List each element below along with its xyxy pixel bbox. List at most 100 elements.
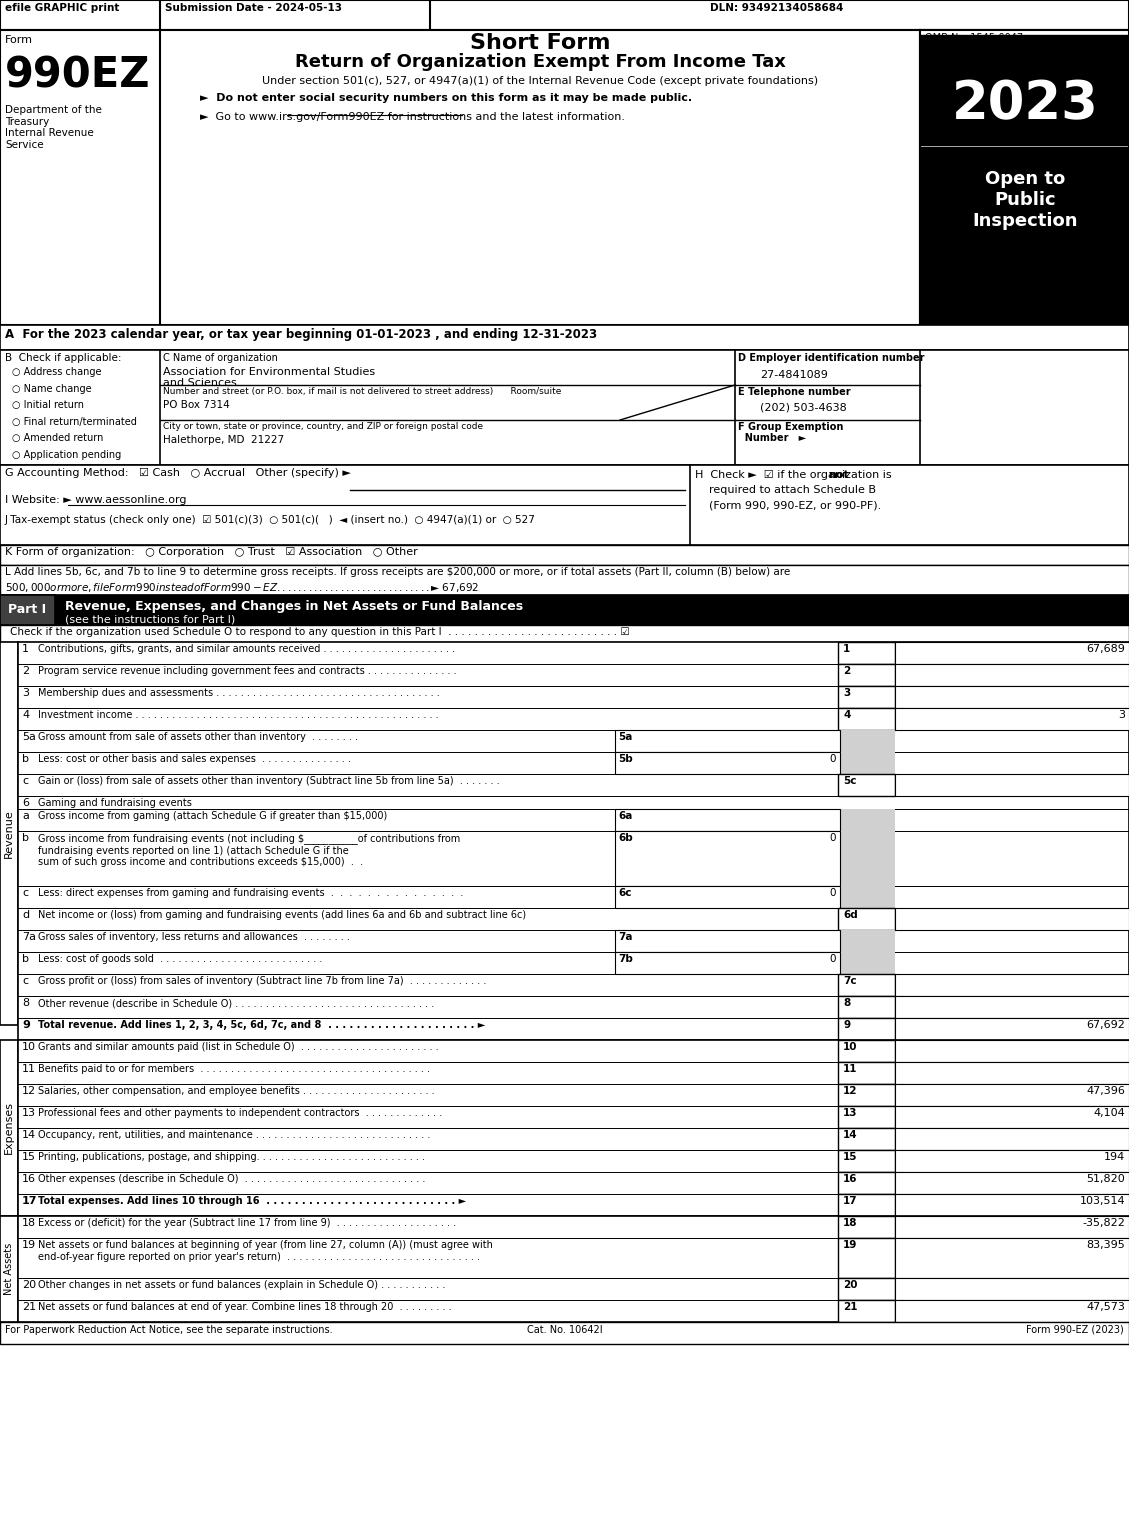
- Text: Expenses: Expenses: [5, 1101, 14, 1154]
- Text: ○ Address change: ○ Address change: [12, 368, 102, 377]
- Text: Other changes in net assets or fund balances (explain in Schedule O) . . . . . .: Other changes in net assets or fund bala…: [38, 1279, 445, 1290]
- Text: Net assets or fund balances at beginning of year (from line 27, column (A)) (mus: Net assets or fund balances at beginning…: [38, 1240, 493, 1261]
- Text: 11: 11: [21, 1064, 36, 1074]
- Bar: [838, 1040, 895, 1061]
- Bar: [838, 907, 895, 930]
- Text: 12: 12: [843, 1086, 858, 1096]
- Text: (see the instructions for Part I): (see the instructions for Part I): [65, 615, 235, 625]
- Text: Gain or (loss) from sale of assets other than inventory (Subtract line 5b from l: Gain or (loss) from sale of assets other…: [38, 776, 500, 785]
- Bar: [838, 708, 895, 730]
- Text: Gross sales of inventory, less returns and allowances  . . . . . . . .: Gross sales of inventory, less returns a…: [38, 932, 350, 942]
- Text: 1: 1: [21, 644, 29, 654]
- Bar: [920, 30, 1129, 325]
- Bar: [838, 775, 895, 796]
- Text: D Employer identification number: D Employer identification number: [738, 352, 925, 363]
- Text: Form 990-EZ (2023): Form 990-EZ (2023): [1026, 1325, 1124, 1334]
- Bar: [838, 1084, 895, 1106]
- Text: 11: 11: [843, 1064, 858, 1074]
- Text: Excess or (deficit) for the year (Subtract line 17 from line 9)  . . . . . . . .: Excess or (deficit) for the year (Subtra…: [38, 1218, 456, 1228]
- Bar: [895, 642, 1129, 663]
- Text: b: b: [21, 833, 29, 843]
- Text: B  Check if applicable:: B Check if applicable:: [5, 352, 122, 363]
- Bar: [895, 1106, 1129, 1128]
- Bar: [838, 907, 895, 930]
- Bar: [895, 1238, 1129, 1278]
- Text: C Name of organization: C Name of organization: [163, 352, 278, 363]
- Bar: [615, 808, 840, 831]
- Text: City or town, state or province, country, and ZIP or foreign postal code: City or town, state or province, country…: [163, 422, 483, 432]
- Text: c: c: [21, 976, 28, 987]
- Text: Occupancy, rent, utilities, and maintenance . . . . . . . . . . . . . . . . . . : Occupancy, rent, utilities, and maintena…: [38, 1130, 430, 1141]
- Bar: [615, 886, 840, 907]
- Text: Other revenue (describe in Schedule O) . . . . . . . . . . . . . . . . . . . . .: Other revenue (describe in Schedule O) .…: [38, 997, 435, 1008]
- Text: 16: 16: [21, 1174, 36, 1183]
- Text: G Accounting Method:   ☑ Cash   ○ Accrual   Other (specify) ►: G Accounting Method: ☑ Cash ○ Accrual Ot…: [5, 468, 351, 477]
- Bar: [838, 1061, 895, 1084]
- Text: 67,692: 67,692: [1086, 1020, 1124, 1029]
- Text: 990EZ: 990EZ: [5, 55, 150, 98]
- Text: 19: 19: [843, 1240, 857, 1250]
- Bar: [895, 1278, 1129, 1299]
- Bar: [615, 752, 840, 775]
- Bar: [18, 1040, 1129, 1215]
- Text: 47,396: 47,396: [1086, 1086, 1124, 1096]
- Text: 20: 20: [843, 1279, 858, 1290]
- Text: E Telephone number: E Telephone number: [738, 387, 850, 397]
- Bar: [0, 625, 1129, 642]
- Bar: [838, 886, 895, 907]
- Text: 2023: 2023: [952, 78, 1099, 130]
- Text: 0: 0: [830, 888, 835, 898]
- Text: Submission Date - 2024-05-13: Submission Date - 2024-05-13: [165, 3, 342, 14]
- Text: Professional fees and other payments to independent contractors  . . . . . . . .: Professional fees and other payments to …: [38, 1109, 443, 1118]
- Text: 6a: 6a: [618, 811, 632, 820]
- Bar: [838, 752, 895, 775]
- Text: $500,000 or more, file Form 990 instead of Form 990-EZ . . . . . . . . . . . . .: $500,000 or more, file Form 990 instead …: [5, 581, 479, 595]
- Text: required to attach Schedule B: required to attach Schedule B: [695, 485, 876, 496]
- Bar: [895, 1299, 1129, 1322]
- Bar: [895, 663, 1129, 686]
- Bar: [838, 1173, 895, 1194]
- Text: Under section 501(c), 527, or 4947(a)(1) of the Internal Revenue Code (except pr: Under section 501(c), 527, or 4947(a)(1)…: [262, 76, 819, 85]
- Text: 21: 21: [21, 1302, 36, 1312]
- Text: 12: 12: [21, 1086, 36, 1096]
- Bar: [895, 1150, 1129, 1173]
- Text: -35,822: -35,822: [1082, 1218, 1124, 1228]
- Text: 103,514: 103,514: [1079, 1196, 1124, 1206]
- Text: Contributions, gifts, grants, and similar amounts received . . . . . . . . . . .: Contributions, gifts, grants, and simila…: [38, 644, 455, 654]
- Text: not: not: [828, 470, 849, 480]
- Text: ○ Amended return: ○ Amended return: [12, 433, 104, 442]
- Bar: [838, 808, 895, 831]
- Text: 13: 13: [21, 1109, 36, 1118]
- Bar: [18, 642, 1129, 1040]
- Text: 5b: 5b: [618, 753, 632, 764]
- Bar: [920, 35, 1129, 145]
- Bar: [895, 1084, 1129, 1106]
- Text: ○ Name change: ○ Name change: [12, 383, 91, 393]
- Text: c: c: [21, 776, 28, 785]
- Text: 3: 3: [21, 688, 29, 698]
- Text: 7b: 7b: [618, 955, 633, 964]
- Text: 9: 9: [21, 1020, 29, 1029]
- Text: 8: 8: [21, 997, 29, 1008]
- Text: 47,573: 47,573: [1086, 1302, 1124, 1312]
- Bar: [838, 663, 895, 686]
- Text: Less: cost of goods sold  . . . . . . . . . . . . . . . . . . . . . . . . . . .: Less: cost of goods sold . . . . . . . .…: [38, 955, 323, 964]
- Bar: [0, 465, 1129, 544]
- Text: d: d: [21, 910, 29, 920]
- Text: Form: Form: [5, 35, 33, 46]
- Bar: [895, 1128, 1129, 1150]
- Text: 15: 15: [843, 1151, 858, 1162]
- Bar: [0, 642, 18, 1025]
- Text: 4,104: 4,104: [1093, 1109, 1124, 1118]
- Text: 67,689: 67,689: [1086, 644, 1124, 654]
- Text: 5a: 5a: [21, 732, 36, 743]
- Text: 21: 21: [843, 1302, 858, 1312]
- Text: ○ Application pending: ○ Application pending: [12, 450, 121, 459]
- Bar: [838, 996, 895, 1019]
- Bar: [0, 325, 1129, 351]
- Text: Gaming and fundraising events: Gaming and fundraising events: [38, 798, 192, 808]
- Bar: [838, 642, 895, 663]
- Text: Part I: Part I: [8, 602, 46, 616]
- Text: 3: 3: [1118, 711, 1124, 720]
- Text: Return of Organization Exempt From Income Tax: Return of Organization Exempt From Incom…: [295, 53, 786, 72]
